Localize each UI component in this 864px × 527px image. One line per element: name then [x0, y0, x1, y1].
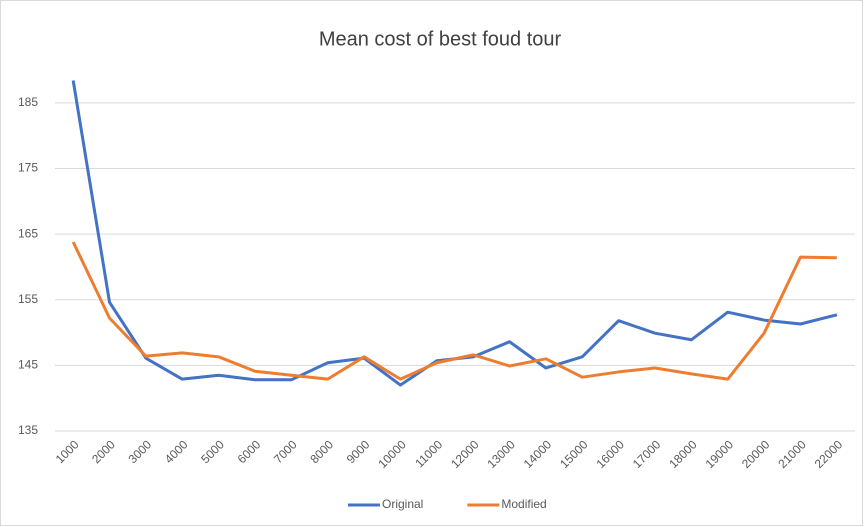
series-line [71, 241, 837, 381]
y-tick-label: 185 [18, 95, 38, 109]
y-tick-label: 145 [18, 358, 38, 372]
y-tick-label: 155 [18, 292, 38, 306]
legend-label: Original [382, 497, 423, 511]
y-tick-label: 175 [18, 161, 38, 175]
y-tick-label: 165 [18, 226, 38, 240]
legend-label: Modified [501, 497, 546, 511]
y-tick-label: 135 [18, 423, 38, 437]
chart-title: Mean cost of best foud tour [319, 28, 562, 50]
